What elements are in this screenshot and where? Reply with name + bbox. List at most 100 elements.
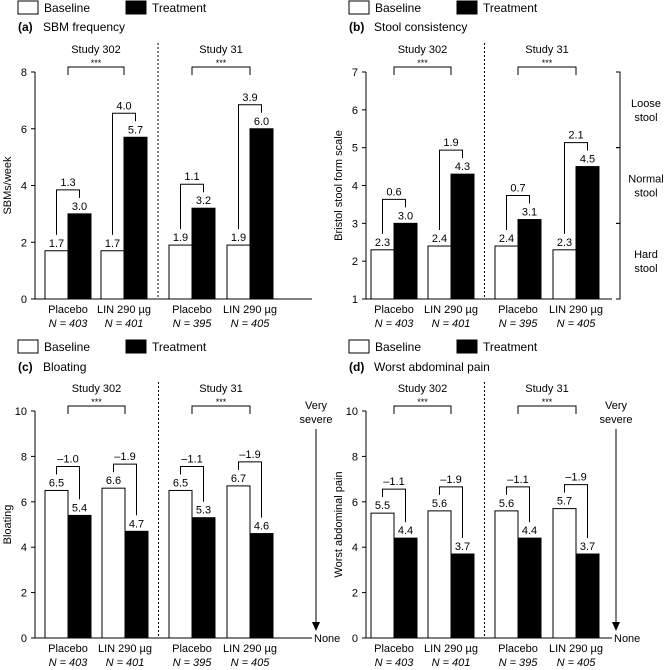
n-label: N = 401: [105, 318, 144, 330]
n-label: N = 401: [432, 318, 471, 330]
n-label: N = 395: [173, 318, 213, 330]
n-label: N = 403: [49, 318, 89, 330]
change-bracket: [180, 465, 204, 502]
x-tick-label: Placebo: [172, 643, 212, 655]
legend-baseline-label: Baseline: [375, 1, 421, 15]
x-tick-label: Placebo: [498, 304, 538, 316]
bar-treatment: [249, 128, 274, 300]
bar-baseline: [44, 489, 69, 639]
x-tick-label: LIN 290 µg: [223, 304, 277, 316]
data-label-baseline: 5.5: [375, 500, 390, 512]
x-tick-label: LIN 290 µg: [97, 304, 151, 316]
n-label: N = 395: [499, 318, 539, 330]
x-tick-label: LIN 290 µg: [424, 304, 478, 316]
bar-baseline: [370, 512, 395, 639]
data-label-baseline: 5.6: [499, 498, 514, 510]
change-bracket: [506, 195, 530, 231]
x-tick-label: Placebo: [374, 304, 414, 316]
y-tick-label: 8: [352, 451, 358, 463]
severity-top-label: severe: [299, 414, 332, 426]
data-label-treatment: 5.7: [128, 124, 143, 136]
panel-title: Worst abdominal pain: [374, 360, 490, 374]
bar-treatment: [450, 553, 475, 639]
change-label: 1.3: [60, 177, 75, 189]
significance-label: ***: [216, 58, 227, 68]
legend-baseline-swatch: [348, 0, 370, 15]
study-label: Study 31: [199, 383, 242, 395]
scale-brace: [616, 71, 621, 149]
legend-baseline-label: Baseline: [44, 1, 90, 15]
change-bracket: [439, 486, 463, 539]
n-label: N = 405: [231, 318, 271, 330]
data-label-treatment: 6.0: [254, 116, 269, 128]
legend-treatment-label: Treatment: [483, 1, 538, 15]
legend: Baseline Treatment: [348, 0, 538, 15]
data-label-baseline: 2.4: [499, 233, 514, 245]
data-label-baseline: 2.4: [432, 233, 447, 245]
significance-label: ***: [542, 397, 553, 407]
bar-baseline: [494, 245, 519, 300]
y-tick-label: 10: [15, 406, 27, 418]
n-label: N = 403: [49, 657, 89, 669]
legend-treatment-swatch: [456, 339, 478, 354]
n-label: N = 395: [173, 657, 213, 669]
bar-baseline: [427, 245, 452, 300]
y-axis-label: SBMs/week: [2, 156, 14, 215]
y-tick-label: 6: [21, 124, 27, 136]
severity-top-label: Very: [605, 400, 628, 412]
data-label-treatment: 4.4: [522, 525, 537, 537]
bar-baseline: [226, 244, 251, 300]
data-label-baseline: 6.5: [173, 477, 188, 489]
n-label: N = 405: [231, 657, 271, 669]
significance-bracket: [393, 405, 452, 414]
legend-treatment-swatch: [125, 339, 147, 354]
n-label: N = 401: [432, 657, 471, 669]
significance-bracket: [517, 405, 577, 414]
y-axis-label: Bloating: [2, 505, 14, 545]
bar-treatment: [393, 222, 418, 300]
data-label-baseline: 1.9: [173, 232, 188, 244]
n-label: N = 403: [375, 657, 415, 669]
significance-label: ***: [417, 397, 428, 407]
bar-baseline: [552, 249, 577, 300]
scale-label: stool: [634, 188, 657, 200]
change-label: 0.7: [510, 183, 525, 195]
change-label: –1.1: [507, 474, 528, 486]
study-label: Study 302: [398, 44, 448, 56]
data-label-baseline: 5.7: [557, 496, 572, 508]
x-tick-label: Placebo: [374, 643, 414, 655]
bar-baseline: [168, 244, 193, 300]
x-tick-label: Placebo: [498, 643, 538, 655]
y-tick-label: 6: [21, 497, 27, 509]
change-label: 1.1: [184, 171, 199, 183]
bar-treatment: [191, 207, 216, 300]
scale-brace: [616, 147, 621, 224]
change-label: –1.1: [383, 476, 404, 488]
y-tick-label: 3: [352, 218, 358, 230]
data-label-treatment: 5.3: [196, 505, 211, 517]
legend: Baseline Treatment: [348, 339, 538, 354]
legend-treatment-swatch: [456, 0, 478, 15]
study-label: Study 302: [72, 383, 122, 395]
significance-bracket: [191, 405, 251, 414]
study-label: Study 31: [525, 44, 568, 56]
data-label-baseline: 1.9: [231, 232, 246, 244]
data-label-treatment: 4.3: [455, 161, 470, 173]
y-axis-label: Worst abdominal pain: [333, 471, 345, 577]
significance-label: ***: [91, 397, 102, 407]
data-label-baseline: 6.6: [106, 475, 121, 487]
bar-baseline: [168, 489, 193, 639]
data-label-treatment: 3.2: [196, 195, 211, 207]
change-label: –1.9: [440, 474, 461, 486]
severity-bottom-label: None: [314, 633, 340, 645]
study-label: Study 31: [199, 44, 242, 56]
significance-label: ***: [417, 58, 428, 68]
bar-baseline: [494, 510, 519, 639]
x-tick-label: LIN 290 µg: [223, 643, 277, 655]
significance-label: ***: [542, 58, 553, 68]
n-label: N = 401: [106, 657, 145, 669]
data-label-baseline: 5.6: [432, 498, 447, 510]
change-label: 1.9: [443, 137, 458, 149]
data-label-treatment: 4.6: [254, 521, 269, 533]
change-bracket: [564, 142, 588, 234]
